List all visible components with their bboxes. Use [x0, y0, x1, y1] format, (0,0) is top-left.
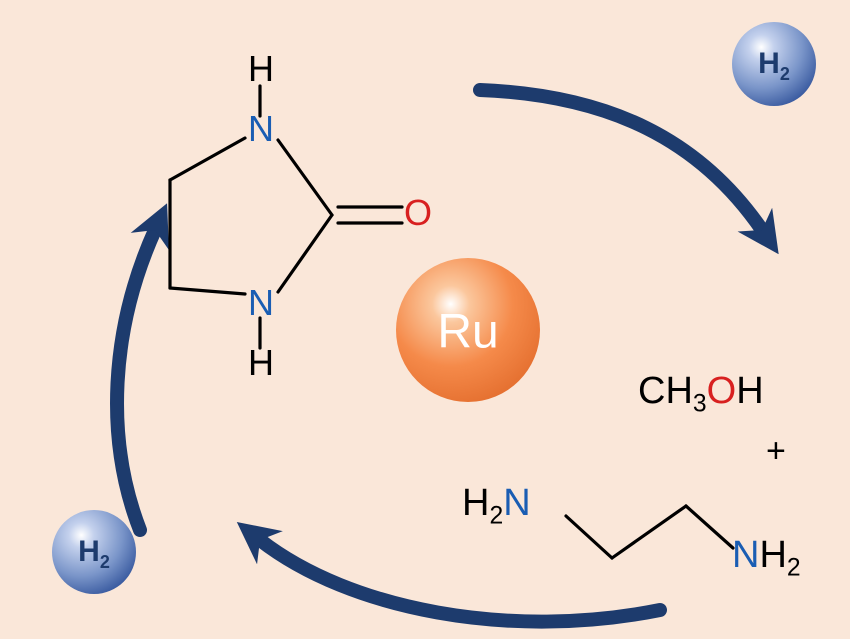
imid-H-top: H [248, 48, 274, 90]
ethylenediamine-structure [566, 506, 733, 558]
h2b-H: H [78, 535, 100, 568]
imid-N-top: N [248, 108, 274, 150]
eda-H2b-H: H [759, 534, 786, 576]
h2-label-bottom: H2 [78, 535, 110, 569]
methanol-formula: CH3OH [638, 370, 764, 413]
eda-N2: NH2 [732, 534, 801, 577]
imidazolidinone-structure [170, 86, 402, 348]
ru-label: Ru [437, 305, 498, 360]
imid-H-bottom: H [248, 342, 274, 384]
eda-H2a-2: 2 [489, 503, 503, 530]
meth-O: O [707, 370, 737, 412]
eda-N2-N: N [732, 534, 759, 576]
reaction-diagram: { "type": "reaction-cycle-diagram", "bac… [0, 0, 850, 639]
imid-N-bottom: N [248, 282, 274, 324]
h2b-2: 2 [100, 552, 110, 572]
eda-N1: H2N [462, 482, 531, 525]
eda-N1-N: N [503, 482, 530, 524]
meth-3: 3 [693, 391, 707, 418]
h2-label-top: H2 [758, 47, 790, 81]
eda-H2a-H: H [462, 482, 489, 524]
eda-H2b-2: 2 [787, 555, 801, 582]
plus-sign: + [766, 432, 786, 471]
left-arrow [117, 230, 155, 530]
meth-H: H [736, 370, 763, 412]
top-arrow [480, 90, 762, 230]
meth-CH: CH [638, 370, 693, 412]
h2-2: 2 [780, 64, 790, 84]
imid-O: O [404, 192, 432, 234]
bottom-arrow [260, 540, 660, 622]
h2-H: H [758, 47, 780, 80]
reaction-svg [0, 0, 850, 639]
